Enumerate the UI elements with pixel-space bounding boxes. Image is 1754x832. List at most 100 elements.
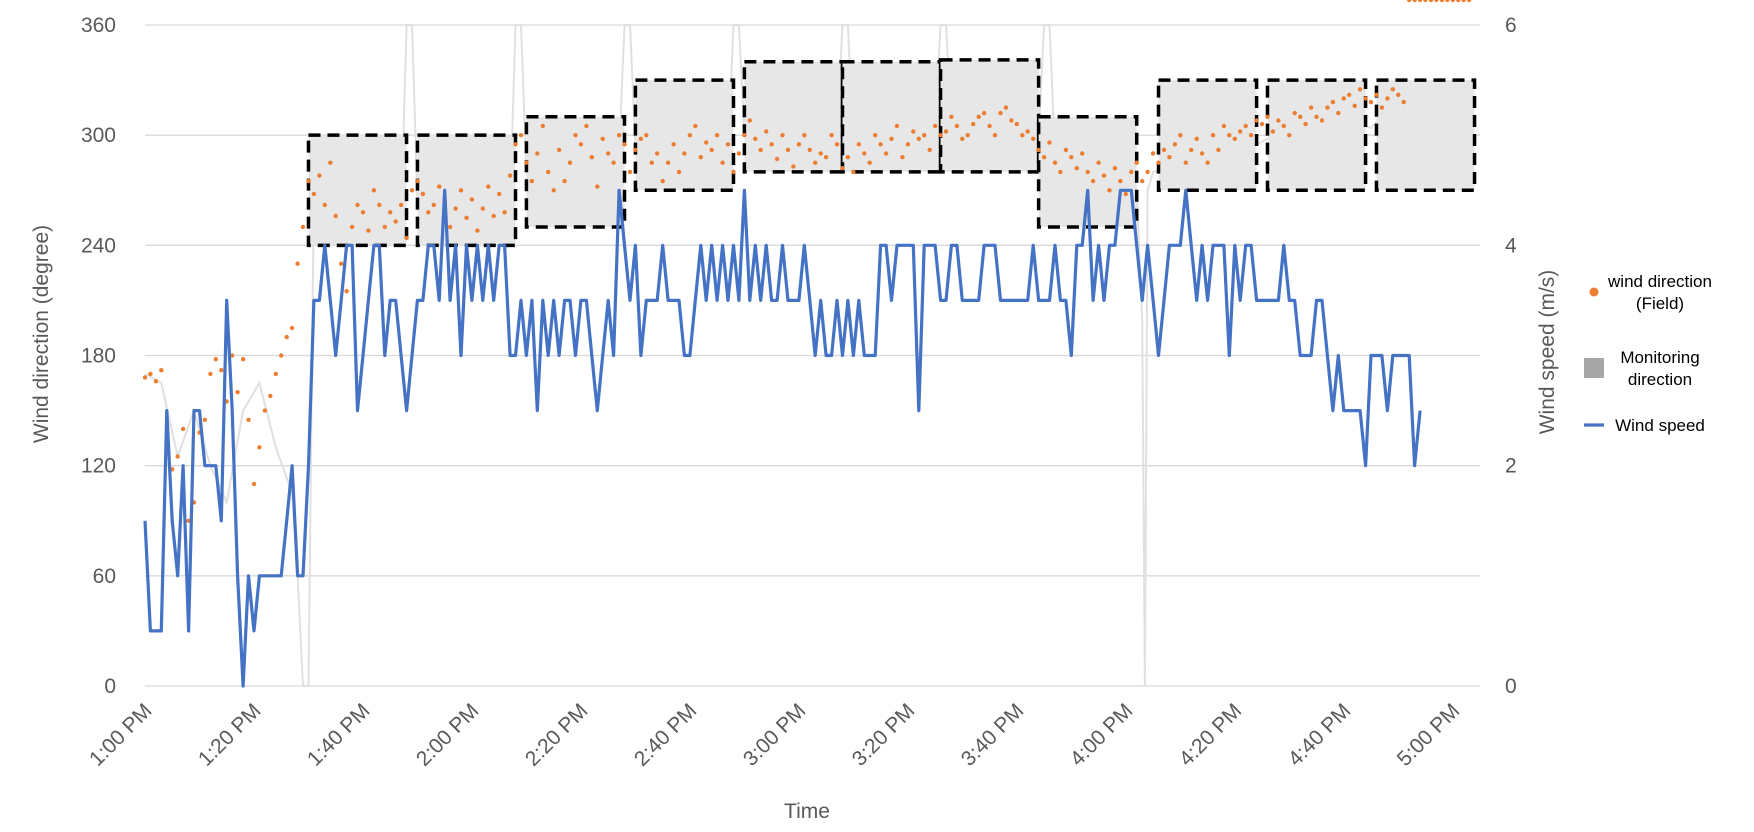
field-point <box>1020 133 1025 138</box>
field-point <box>764 129 769 134</box>
field-point <box>175 454 180 459</box>
field-point <box>1466 0 1472 3</box>
field-point <box>862 151 867 156</box>
field-point <box>900 155 905 160</box>
field-point <box>306 178 311 184</box>
field-point <box>1308 105 1314 110</box>
field-point <box>878 142 883 147</box>
field-point <box>714 133 720 138</box>
field-point <box>1069 155 1074 160</box>
wind-speed-polyline <box>143 188 1422 688</box>
field-point <box>1363 96 1368 101</box>
field-point <box>1205 160 1210 165</box>
field-point <box>497 191 502 197</box>
field-point <box>355 202 360 208</box>
field-point <box>1161 147 1167 153</box>
field-point <box>404 235 409 241</box>
field-point <box>932 123 938 129</box>
field-point <box>1063 147 1069 153</box>
field-point <box>556 147 562 153</box>
right-axis-title: Wind speed (m/s) <box>1536 270 1559 435</box>
field-point <box>611 160 616 165</box>
field-point <box>1412 0 1417 3</box>
field-point <box>823 155 829 160</box>
monitoring-direction-boxes <box>306 58 1477 248</box>
field-point <box>251 481 257 487</box>
field-point <box>300 224 306 230</box>
legend-label: direction <box>1628 370 1692 389</box>
field-point <box>289 325 295 331</box>
field-point <box>949 114 954 120</box>
field-point <box>1123 191 1129 197</box>
field-point <box>524 160 529 165</box>
field-point <box>180 426 186 432</box>
left-tick-label: 0 <box>104 675 116 698</box>
field-point <box>1216 147 1221 153</box>
right-axis-ticks: 0 2 4 6 <box>1505 14 1517 698</box>
field-point <box>1407 0 1412 3</box>
field-point <box>981 110 987 116</box>
right-tick-label: 0 <box>1505 675 1517 698</box>
field-point <box>1189 147 1194 153</box>
field-point <box>262 408 268 413</box>
field-point <box>693 123 698 129</box>
field-point <box>159 368 164 373</box>
field-point <box>333 213 338 219</box>
field-point <box>802 133 807 138</box>
field-point <box>1199 151 1205 156</box>
field-point <box>148 371 153 377</box>
field-point <box>1368 99 1374 105</box>
field-point <box>279 353 284 358</box>
field-point <box>1336 110 1341 116</box>
field-point <box>1248 133 1254 138</box>
right-tick-label: 2 <box>1505 455 1517 478</box>
field-point <box>660 178 665 184</box>
field-point <box>1156 160 1161 165</box>
field-point <box>840 166 845 171</box>
field-point <box>1401 99 1406 105</box>
field-point <box>1096 160 1101 165</box>
field-point <box>1341 96 1347 101</box>
field-point <box>1434 0 1439 3</box>
field-point <box>502 210 507 215</box>
field-point <box>922 133 927 138</box>
field-point <box>916 136 921 141</box>
field-point <box>1221 123 1227 129</box>
field-point <box>1270 129 1276 134</box>
field-point <box>546 169 551 175</box>
field-point <box>202 417 208 422</box>
legend-marker-dot <box>1589 287 1599 297</box>
field-point <box>1150 151 1156 156</box>
field-point <box>1238 129 1243 134</box>
field-point <box>339 261 344 266</box>
field-point <box>638 136 644 141</box>
field-point <box>1352 103 1357 109</box>
field-point <box>616 133 622 138</box>
monitoring-box-5 <box>742 59 845 174</box>
field-point <box>758 147 763 153</box>
field-point <box>1385 96 1390 101</box>
field-point <box>633 147 638 153</box>
field-point <box>769 142 774 147</box>
field-point <box>1374 92 1379 98</box>
field-point <box>720 160 725 165</box>
field-point <box>1085 169 1090 175</box>
field-point <box>235 390 240 395</box>
field-point <box>284 334 289 340</box>
field-point <box>889 136 894 141</box>
field-point <box>240 357 246 362</box>
field-point <box>992 133 998 138</box>
field-point <box>398 202 404 208</box>
left-tick-label: 120 <box>81 455 116 478</box>
field-point <box>1052 160 1058 165</box>
field-point <box>627 169 633 175</box>
field-point <box>1445 0 1450 3</box>
field-point <box>976 114 981 120</box>
field-point <box>1118 178 1123 184</box>
field-point <box>709 147 714 153</box>
field-point <box>1379 105 1385 110</box>
field-point <box>1107 188 1112 193</box>
field-point <box>725 142 731 147</box>
field-point <box>1167 155 1172 160</box>
